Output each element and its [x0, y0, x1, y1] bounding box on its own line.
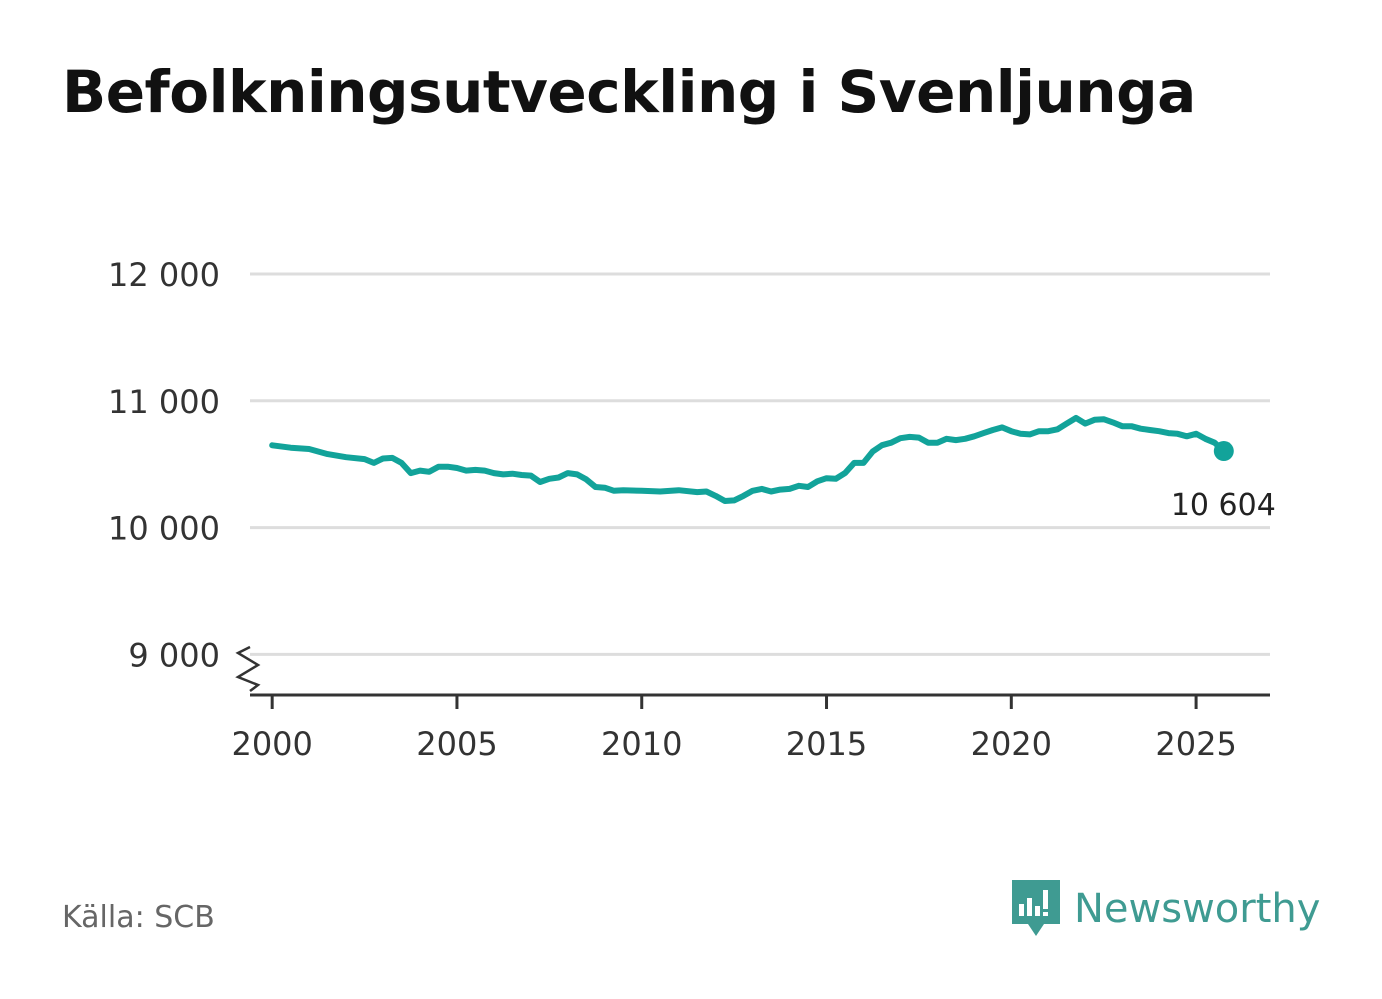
axis-break-icon — [235, 645, 261, 692]
population-line-chart: 9 000 10 000 11 000 12 000 2000 2005 2010 2015… — [108, 256, 1276, 763]
annotations: 10 604 — [1171, 488, 1276, 523]
chart-title: Befolkningsutveckling i Svenljunga — [62, 58, 1196, 126]
x-tick-label: 2010 — [601, 725, 682, 763]
brand-name: Newsworthy — [1074, 886, 1321, 932]
x-tick-label: 2000 — [231, 725, 312, 763]
x-tick-label: 2015 — [786, 725, 867, 763]
y-axis-tick-labels: 9 000 10 000 11 000 12 000 — [108, 256, 220, 674]
x-tick-label: 2025 — [1155, 725, 1236, 763]
end-value-label: 10 604 — [1171, 488, 1276, 523]
y-tick-label: 10 000 — [108, 510, 220, 548]
x-axis: 2000 2005 2010 2015 2020 2025 — [231, 645, 1270, 763]
y-tick-label: 12 000 — [108, 256, 220, 294]
x-tick-label: 2020 — [971, 725, 1052, 763]
y-tick-label: 9 000 — [128, 636, 220, 674]
series-group — [269, 414, 1234, 504]
x-tick-label: 2005 — [416, 725, 497, 763]
population-series-line — [269, 414, 1227, 504]
newsworthy-logo-icon — [1012, 880, 1060, 936]
last-point-marker — [1213, 441, 1234, 462]
brand[interactable]: Newsworthy — [1010, 878, 1320, 940]
y-tick-label: 11 000 — [108, 383, 220, 421]
grid-lines — [250, 272, 1270, 656]
source-label: Källa: SCB — [62, 900, 215, 935]
